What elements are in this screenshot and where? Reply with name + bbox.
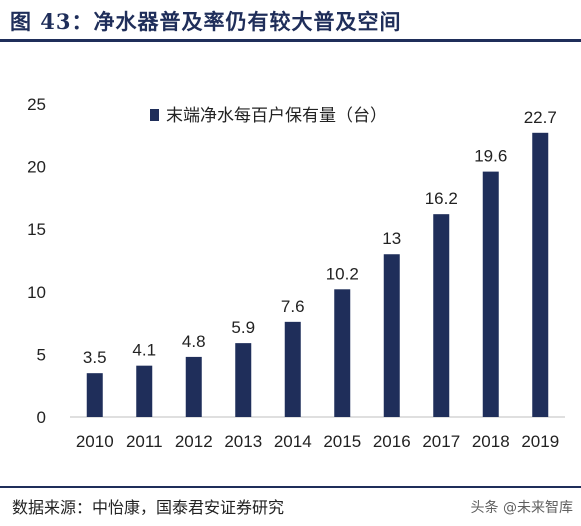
x-tick-label: 2010 [76,432,114,451]
bar-2018 [482,171,499,417]
bar-2017 [433,214,450,417]
bar-2014 [284,321,301,417]
x-tick-label: 2015 [323,432,361,451]
bar-2019 [532,132,549,417]
watermark: 头条 @未来智库 [470,500,573,516]
data-label: 3.5 [83,348,107,367]
x-tick-label: 2014 [274,432,312,451]
bar-2012 [185,356,202,417]
data-label: 19.6 [474,147,507,166]
legend-label: 末端净水每百户保有量（台） [166,106,387,126]
y-tick-label: 20 [27,158,46,177]
bar-2010 [86,373,103,417]
legend-swatch [150,109,159,121]
bar-2011 [136,365,153,417]
data-label: 7.6 [281,297,305,316]
data-labels: 3.5 4.1 4.8 5.9 7.6 10.2 13 16.2 19.6 22.7 [83,108,557,367]
source-note: 数据来源：中怡康，国泰君安证券研究 [12,498,285,517]
x-tick-label: 2016 [373,432,411,451]
y-tick-label: 5 [37,345,46,364]
y-tick-label: 25 [27,95,46,114]
data-label: 16.2 [425,189,458,208]
data-label: 10.2 [326,264,359,283]
figure-header: 图 43：净水器普及率仍有较大普及空间 [0,0,581,42]
y-tick-label: 0 [37,408,46,427]
y-tick-label: 15 [27,220,46,239]
x-tick-label: 2017 [422,432,460,451]
data-label: 22.7 [524,108,557,127]
x-tick-label: 2012 [175,432,213,451]
data-label: 13 [382,229,401,248]
y-tick-label: 10 [27,283,46,302]
x-tick-label: 2011 [126,432,163,451]
bar-series [86,132,549,417]
figure-title: 图 43：净水器普及率仍有较大普及空间 [10,9,402,34]
footer-divider [0,486,581,488]
legend: 末端净水每百户保有量（台） [150,106,387,126]
x-tick-label: 2013 [224,432,262,451]
bar-2013 [235,343,252,417]
x-axis: 2010 2011 2012 2013 2014 2015 2016 2017 2018 2019 [70,416,565,451]
data-label: 4.1 [132,341,156,360]
y-axis: 0 5 10 15 20 25 [27,95,46,427]
data-label: 5.9 [231,318,255,337]
data-label: 4.8 [182,332,206,351]
x-tick-label: 2019 [521,432,559,451]
bar-2016 [383,254,400,417]
x-tick-label: 2018 [472,432,510,451]
bar-2015 [334,289,351,417]
